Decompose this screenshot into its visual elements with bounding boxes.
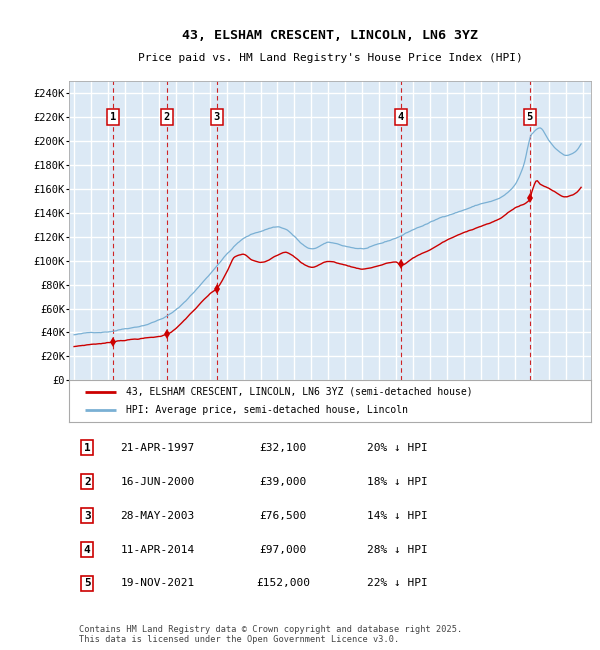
Text: 1: 1 (110, 112, 116, 122)
Text: 16-JUN-2000: 16-JUN-2000 (121, 477, 195, 487)
Text: 28-MAY-2003: 28-MAY-2003 (121, 511, 195, 521)
Text: 14% ↓ HPI: 14% ↓ HPI (367, 511, 428, 521)
Text: £32,100: £32,100 (259, 443, 307, 453)
Text: 11-APR-2014: 11-APR-2014 (121, 545, 195, 554)
Text: £152,000: £152,000 (256, 578, 310, 588)
Text: 1: 1 (84, 443, 91, 453)
Text: 22% ↓ HPI: 22% ↓ HPI (367, 578, 428, 588)
Text: 43, ELSHAM CRESCENT, LINCOLN, LN6 3YZ: 43, ELSHAM CRESCENT, LINCOLN, LN6 3YZ (182, 29, 478, 42)
Text: 21-APR-1997: 21-APR-1997 (121, 443, 195, 453)
Text: HPI: Average price, semi-detached house, Lincoln: HPI: Average price, semi-detached house,… (127, 405, 409, 415)
Text: Price paid vs. HM Land Registry's House Price Index (HPI): Price paid vs. HM Land Registry's House … (137, 53, 523, 63)
Text: 5: 5 (527, 112, 533, 122)
Text: 19-NOV-2021: 19-NOV-2021 (121, 578, 195, 588)
Text: 18% ↓ HPI: 18% ↓ HPI (367, 477, 428, 487)
Text: £39,000: £39,000 (259, 477, 307, 487)
Text: 20% ↓ HPI: 20% ↓ HPI (367, 443, 428, 453)
Text: 43, ELSHAM CRESCENT, LINCOLN, LN6 3YZ (semi-detached house): 43, ELSHAM CRESCENT, LINCOLN, LN6 3YZ (s… (127, 387, 473, 397)
Text: 2: 2 (84, 477, 91, 487)
Text: £97,000: £97,000 (259, 545, 307, 554)
Text: 4: 4 (84, 545, 91, 554)
Text: 4: 4 (398, 112, 404, 122)
Text: 5: 5 (84, 578, 91, 588)
Text: Contains HM Land Registry data © Crown copyright and database right 2025.
This d: Contains HM Land Registry data © Crown c… (79, 625, 463, 644)
Text: £76,500: £76,500 (259, 511, 307, 521)
Text: 3: 3 (84, 511, 91, 521)
Text: 2: 2 (163, 112, 170, 122)
Text: 3: 3 (214, 112, 220, 122)
Text: 28% ↓ HPI: 28% ↓ HPI (367, 545, 428, 554)
